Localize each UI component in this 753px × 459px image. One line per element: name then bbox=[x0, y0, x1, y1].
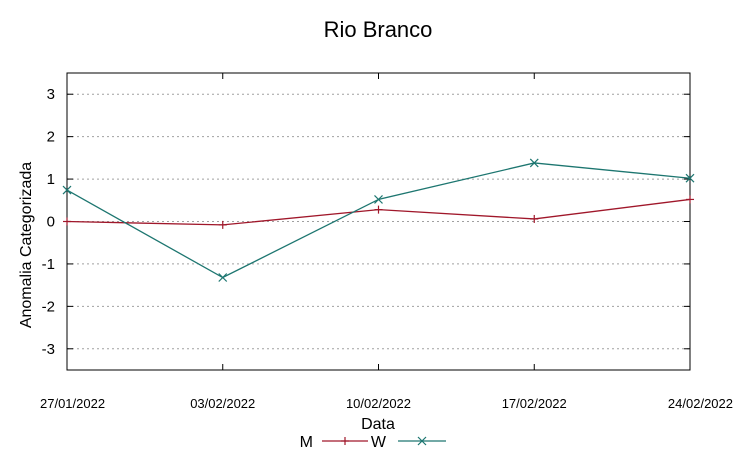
y-tick-label: 3 bbox=[47, 86, 55, 103]
y-tick-label: 0 bbox=[47, 214, 55, 231]
x-tick-label: 24/02/2022 bbox=[668, 396, 733, 411]
x-tick-label: 10/02/2022 bbox=[346, 396, 411, 411]
series-line-W bbox=[66, 162, 691, 279]
data-point-W bbox=[529, 158, 539, 168]
chart-title: Rio Branco bbox=[324, 17, 433, 42]
data-point-W bbox=[62, 185, 72, 195]
x-tick-label: 03/02/2022 bbox=[190, 396, 255, 411]
legend-marker-W bbox=[417, 436, 427, 446]
y-tick-label: -3 bbox=[42, 341, 55, 358]
x-tick-label: 17/02/2022 bbox=[502, 396, 567, 411]
data-point-W bbox=[374, 195, 383, 204]
y-tick-label: 1 bbox=[47, 171, 55, 188]
data-point-M bbox=[374, 205, 383, 214]
data-point-M bbox=[686, 195, 694, 204]
x-axis-label: Data bbox=[361, 416, 395, 433]
legend-label-W: W bbox=[371, 434, 387, 451]
x-tick-label: 27/01/2022 bbox=[40, 396, 105, 411]
data-point-W bbox=[685, 173, 695, 183]
y-tick-label: -2 bbox=[42, 298, 55, 315]
legend-marker-M bbox=[341, 437, 349, 445]
data-point-M bbox=[530, 214, 539, 223]
data-point-M bbox=[63, 217, 71, 226]
series-group bbox=[62, 158, 695, 282]
data-point-M bbox=[218, 220, 227, 229]
y-axis-ticks: -3 -2 -1 0 1 2 3 bbox=[42, 86, 690, 358]
y-axis-label: Anomalia Categorizada bbox=[18, 162, 35, 328]
legend-label-M: M bbox=[300, 434, 313, 451]
y-tick-label: -1 bbox=[42, 256, 55, 273]
grid bbox=[67, 93, 690, 350]
y-tick-label: 2 bbox=[47, 129, 55, 146]
x-axis-ticks: 27/01/2022 03/02/2022 10/02/2022 17/02/2022… bbox=[40, 73, 733, 411]
data-point-W bbox=[218, 273, 228, 282]
